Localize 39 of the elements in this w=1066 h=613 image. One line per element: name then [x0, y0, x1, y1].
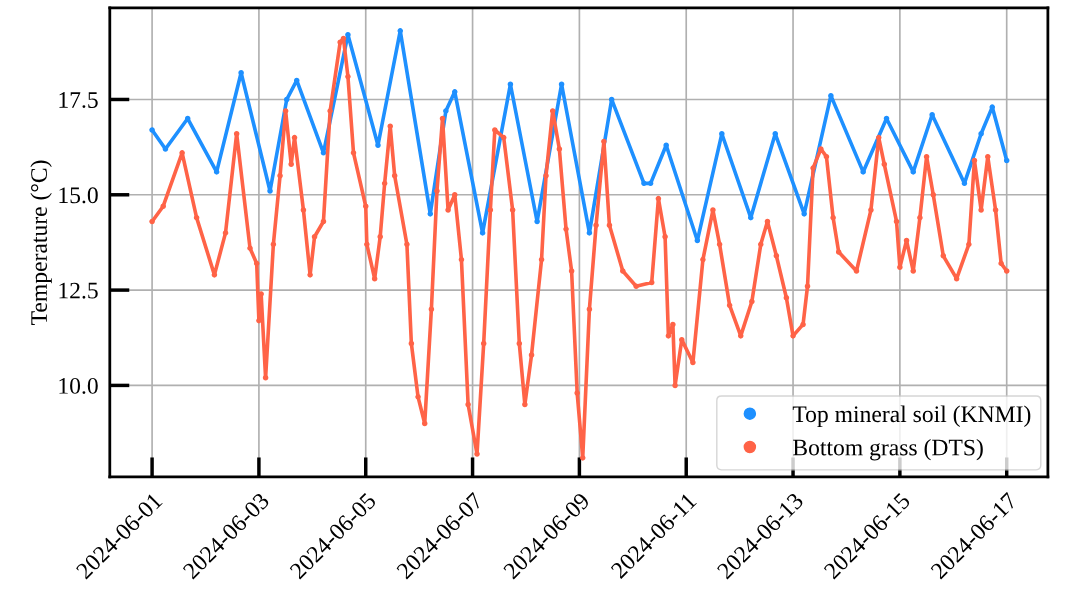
point	[719, 131, 725, 137]
y-axis-title: Temperature (°C)	[30, 160, 52, 325]
point	[443, 108, 449, 114]
point	[149, 127, 155, 133]
point	[828, 92, 834, 99]
y-tick-label: 17.5	[59, 92, 98, 108]
point	[641, 180, 647, 187]
point	[238, 70, 244, 76]
point	[213, 169, 220, 175]
point	[929, 111, 935, 118]
point	[345, 31, 351, 38]
y-tick-label: 15.0	[59, 187, 98, 204]
point	[397, 28, 404, 34]
point	[283, 96, 290, 103]
point	[910, 169, 917, 175]
point	[558, 81, 565, 87]
point	[427, 211, 434, 217]
point	[860, 169, 866, 175]
point	[320, 150, 327, 156]
point	[375, 142, 381, 148]
point	[663, 142, 669, 148]
point	[507, 81, 514, 87]
point	[608, 96, 615, 103]
legend-label: Top mineral soil (KNMI)	[792, 405, 1031, 427]
point	[534, 218, 540, 225]
point	[989, 104, 996, 110]
point	[772, 131, 779, 137]
point	[586, 230, 593, 236]
point	[479, 230, 486, 236]
y-tick-label: 12.5	[59, 282, 98, 299]
point	[267, 188, 273, 194]
legend-label: Bottom grass (DTS)	[793, 438, 983, 461]
point	[801, 211, 807, 217]
point	[694, 237, 701, 244]
point	[451, 89, 458, 95]
point	[978, 131, 984, 137]
y-tick-label: 10.0	[59, 377, 98, 394]
point	[647, 180, 654, 187]
point	[1003, 157, 1010, 164]
